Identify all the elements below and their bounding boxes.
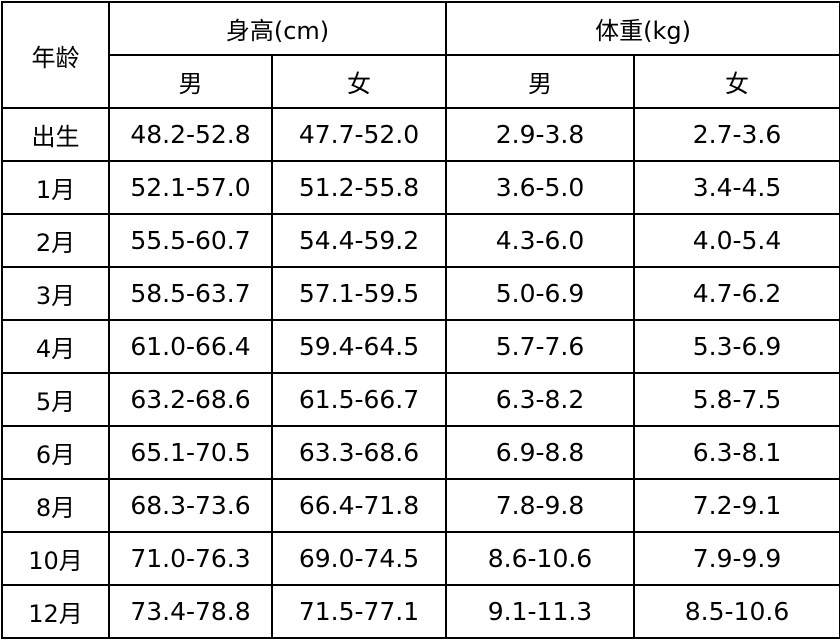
- weight-male-cell: 4.3-6.0: [445, 213, 635, 268]
- table-row: 3月 58.5-63.7 57.1-59.5 5.0-6.9 4.7-6.2: [1, 266, 840, 321]
- height-female-cell: 57.1-59.5: [271, 266, 447, 321]
- height-female-cell: 61.5-66.7: [271, 372, 447, 427]
- age-cell: 3月: [1, 266, 110, 321]
- height-male-cell: 65.1-70.5: [108, 425, 273, 480]
- height-female-cell: 69.0-74.5: [271, 531, 447, 586]
- weight-male-header: 男: [445, 54, 635, 109]
- age-header: 年龄: [1, 1, 110, 109]
- height-male-cell: 55.5-60.7: [108, 213, 273, 268]
- weight-female-cell: 7.2-9.1: [632, 478, 840, 533]
- table-row: 12月 73.4-78.8 71.5-77.1 9.1-11.3 8.5-10.…: [1, 584, 840, 639]
- weight-male-cell: 8.6-10.6: [445, 531, 635, 586]
- table-row: 1月 52.1-57.0 51.2-55.8 3.6-5.0 3.4-4.5: [1, 160, 840, 215]
- table-row: 出生 48.2-52.8 47.7-52.0 2.9-3.8 2.7-3.6: [1, 107, 840, 162]
- weight-female-cell: 7.9-9.9: [632, 531, 840, 586]
- weight-male-cell: 5.0-6.9: [445, 266, 635, 321]
- table-row: 5月 63.2-68.6 61.5-66.7 6.3-8.2 5.8-7.5: [1, 372, 840, 427]
- table-row: 8月 68.3-73.6 66.4-71.8 7.8-9.8 7.2-9.1: [1, 478, 840, 533]
- table-row: 10月 71.0-76.3 69.0-74.5 8.6-10.6 7.9-9.9: [1, 531, 840, 586]
- header-row: 年龄 身高(cm) 体重(kg): [1, 1, 840, 109]
- height-male-cell: 63.2-68.6: [108, 372, 273, 427]
- age-cell: 出生: [1, 107, 110, 162]
- height-header: 身高(cm): [108, 1, 447, 56]
- table-row: 2月 55.5-60.7 54.4-59.2 4.3-6.0 4.0-5.4: [1, 213, 840, 268]
- height-male-cell: 71.0-76.3: [108, 531, 273, 586]
- weight-male-cell: 6.9-8.8: [445, 425, 635, 480]
- weight-female-cell: 4.0-5.4: [632, 213, 840, 268]
- table-row: 4月 61.0-66.4 59.4-64.5 5.7-7.6 5.3-6.9: [1, 319, 840, 374]
- weight-female-cell: 5.3-6.9: [632, 319, 840, 374]
- weight-female-cell: 2.7-3.6: [632, 107, 840, 162]
- weight-female-cell: 3.4-4.5: [632, 160, 840, 215]
- weight-female-header: 女: [632, 54, 840, 109]
- age-cell: 8月: [1, 478, 110, 533]
- age-cell: 5月: [1, 372, 110, 427]
- weight-male-cell: 3.6-5.0: [445, 160, 635, 215]
- age-cell: 4月: [1, 319, 110, 374]
- height-male-cell: 58.5-63.7: [108, 266, 273, 321]
- height-female-cell: 51.2-55.8: [271, 160, 447, 215]
- height-female-cell: 59.4-64.5: [271, 319, 447, 374]
- weight-male-cell: 5.7-7.6: [445, 319, 635, 374]
- age-cell: 10月: [1, 531, 110, 586]
- height-female-cell: 63.3-68.6: [271, 425, 447, 480]
- weight-header: 体重(kg): [444, 1, 840, 56]
- height-male-cell: 73.4-78.8: [108, 584, 273, 639]
- weight-female-cell: 6.3-8.1: [632, 425, 840, 480]
- weight-female-cell: 5.8-7.5: [632, 372, 840, 427]
- height-female-cell: 47.7-52.0: [271, 107, 447, 162]
- height-female-header: 女: [271, 54, 447, 109]
- height-male-header: 男: [108, 54, 273, 109]
- age-cell: 6月: [1, 425, 110, 480]
- age-cell: 1月: [1, 160, 110, 215]
- height-male-cell: 61.0-66.4: [108, 319, 273, 374]
- weight-female-cell: 4.7-6.2: [632, 266, 840, 321]
- height-male-cell: 48.2-52.8: [108, 107, 273, 162]
- height-male-cell: 68.3-73.6: [108, 478, 273, 533]
- weight-male-cell: 2.9-3.8: [445, 107, 635, 162]
- weight-male-cell: 6.3-8.2: [445, 372, 635, 427]
- weight-female-cell: 8.5-10.6: [632, 584, 840, 639]
- age-cell: 12月: [1, 584, 110, 639]
- weight-male-cell: 7.8-9.8: [445, 478, 635, 533]
- weight-male-cell: 9.1-11.3: [445, 584, 635, 639]
- subheader-row: 男 女 男 女: [2, 54, 840, 109]
- height-female-cell: 71.5-77.1: [271, 584, 447, 639]
- table-row: 6月 65.1-70.5 63.3-68.6 6.9-8.8 6.3-8.1: [1, 425, 840, 480]
- height-male-cell: 52.1-57.0: [108, 160, 273, 215]
- height-female-cell: 54.4-59.2: [271, 213, 447, 268]
- height-female-cell: 66.4-71.8: [271, 478, 447, 533]
- age-cell: 2月: [1, 213, 110, 268]
